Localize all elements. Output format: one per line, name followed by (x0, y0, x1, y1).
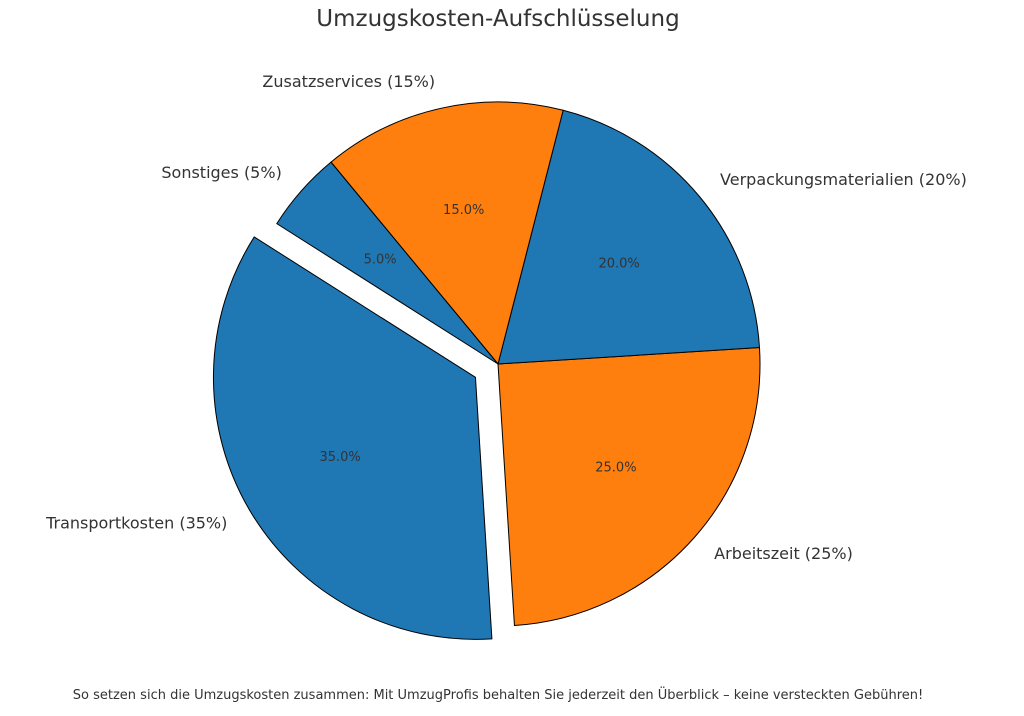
pie-pct-label-1: 20.0% (598, 256, 639, 271)
pie-slice-0 (497, 347, 761, 627)
pie-slice-1 (497, 109, 761, 365)
chart-title: Umzugskosten-Aufschlüsselung (316, 6, 680, 32)
pie-outer-label-3: Sonstiges (5%) (161, 163, 281, 182)
pie-slice-2 (330, 101, 564, 366)
pie-pct-label-3: 5.0% (364, 253, 397, 268)
pie-outer-label-0: Arbeitszeit (25%) (714, 544, 853, 563)
pie-slice-4 (212, 236, 493, 640)
pie-outer-label-4: Transportkosten (35%) (45, 514, 227, 533)
pie-labels: 25.0% Arbeitszeit (25%) 20.0% Verpackungsma… (45, 72, 967, 563)
pie-pct-label-0: 25.0% (595, 460, 636, 475)
pie-pct-label-2: 15.0% (443, 203, 484, 218)
pie-pct-label-4: 35.0% (319, 450, 360, 465)
pie-outer-label-1: Verpackungsmaterialien (20%) (720, 170, 967, 189)
pie-slices (212, 101, 761, 640)
pie-outer-label-2: Zusatzservices (15%) (262, 72, 435, 91)
footer-caption: So setzen sich die Umzugskosten zusammen… (72, 688, 924, 703)
pie-slice-3 (276, 161, 499, 365)
